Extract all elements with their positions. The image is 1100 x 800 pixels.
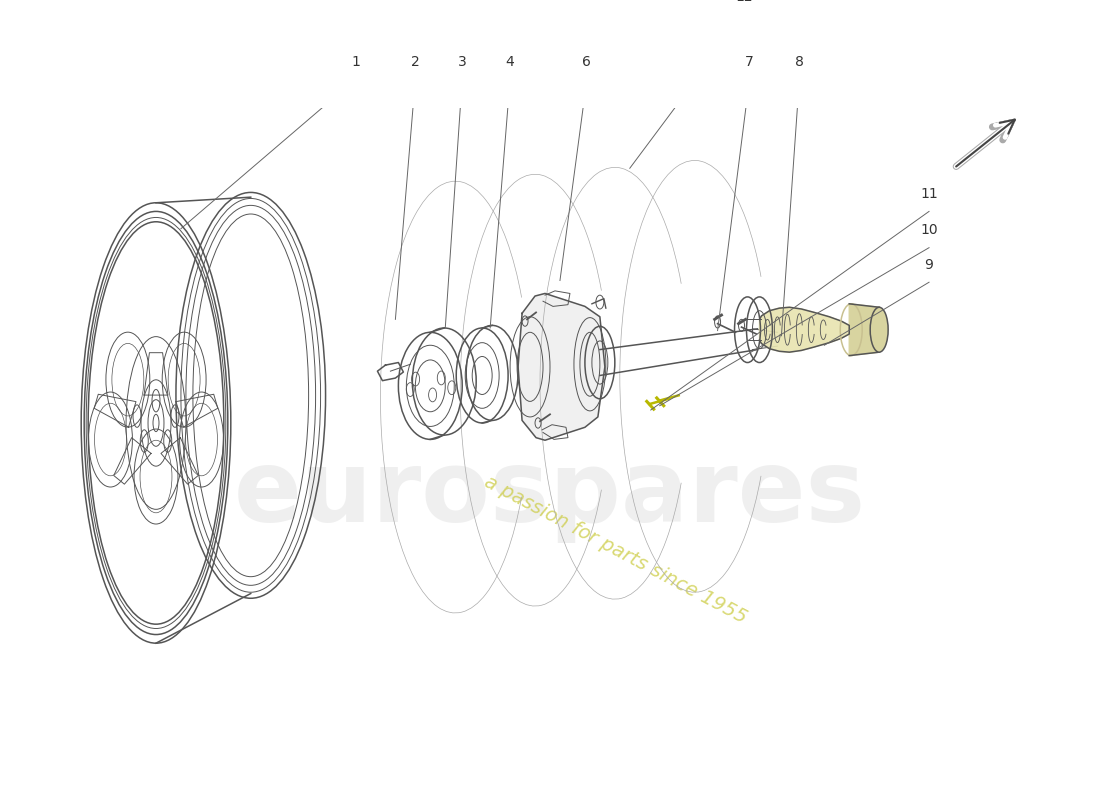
- Text: 4: 4: [506, 55, 515, 69]
- Text: 11: 11: [921, 187, 938, 201]
- Text: eurospares: eurospares: [234, 446, 866, 543]
- Text: 6: 6: [583, 55, 592, 69]
- Polygon shape: [759, 307, 849, 352]
- Text: 10: 10: [921, 223, 938, 238]
- Text: 2: 2: [411, 55, 420, 69]
- Text: 7: 7: [745, 55, 754, 69]
- Text: a passion for parts since 1955: a passion for parts since 1955: [482, 472, 750, 627]
- Text: 12: 12: [736, 0, 754, 4]
- Text: 8: 8: [795, 55, 804, 69]
- Polygon shape: [849, 304, 879, 356]
- Text: 9: 9: [925, 258, 934, 272]
- Polygon shape: [518, 294, 605, 440]
- Ellipse shape: [870, 307, 888, 352]
- Text: 3: 3: [458, 55, 466, 69]
- Text: 1: 1: [351, 55, 360, 69]
